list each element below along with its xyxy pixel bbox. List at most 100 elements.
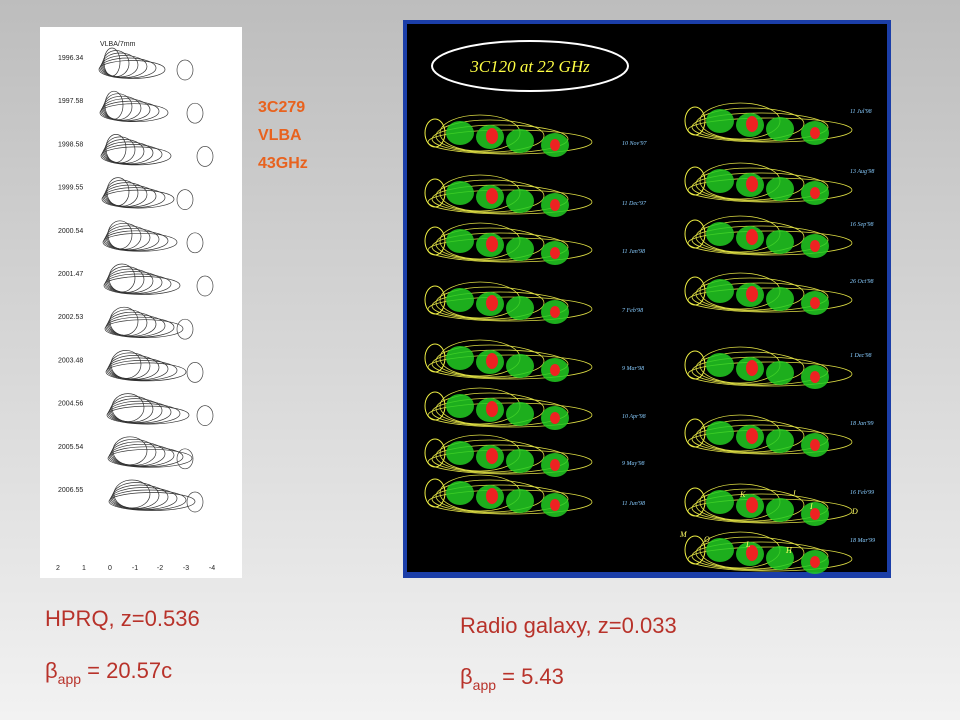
- right-title: 3C120 at 22 GHz: [469, 57, 590, 76]
- epoch-label: 1997.58: [58, 98, 83, 105]
- label-line: 43GHz: [258, 155, 308, 172]
- sub: app: [473, 677, 497, 693]
- peak: [486, 188, 498, 204]
- peak: [810, 127, 820, 139]
- peak: [746, 116, 758, 132]
- contour: [102, 187, 166, 208]
- emission: [506, 189, 534, 213]
- date-label: 9 Mar'98: [622, 366, 644, 372]
- core: [424, 285, 446, 315]
- date-label: 16 Sep'98: [850, 222, 873, 228]
- core: [684, 487, 706, 517]
- contour: [100, 100, 160, 122]
- contour: [435, 227, 545, 261]
- contour: [105, 316, 175, 338]
- peak: [746, 176, 758, 192]
- core: [424, 478, 446, 508]
- contour: [108, 492, 196, 511]
- contour: [435, 119, 545, 153]
- peak: [746, 428, 758, 444]
- emission: [446, 394, 474, 418]
- contour: [111, 438, 157, 466]
- contour: [176, 189, 194, 210]
- contour: [103, 139, 145, 164]
- contour: [431, 444, 569, 474]
- axis-label: 1: [82, 565, 86, 572]
- contour: [695, 536, 805, 570]
- contour: [691, 282, 829, 312]
- core: [424, 391, 446, 421]
- label-line: VLBA: [258, 127, 302, 144]
- emission: [506, 449, 534, 473]
- contour: [176, 448, 194, 470]
- epoch-label: 1996.34: [58, 55, 83, 62]
- emission: [506, 489, 534, 513]
- contour: [101, 144, 163, 165]
- contour: [695, 107, 805, 141]
- contour: [99, 103, 169, 123]
- core: [424, 343, 446, 373]
- contour: [107, 448, 193, 468]
- contour: [109, 489, 187, 511]
- emission: [506, 296, 534, 320]
- peak: [746, 497, 758, 513]
- contour: [427, 402, 593, 428]
- contour: [691, 541, 829, 571]
- contour: [186, 491, 204, 513]
- contour: [695, 277, 805, 311]
- emission: [766, 546, 794, 570]
- peak: [550, 412, 560, 424]
- contour: [186, 102, 204, 124]
- peak: [486, 295, 498, 311]
- beta-value: = 5.43: [496, 664, 564, 689]
- contour: [687, 546, 853, 572]
- emission: [706, 353, 734, 377]
- contour: [687, 361, 853, 387]
- contour: [102, 232, 178, 252]
- contour: [431, 349, 569, 379]
- emission: [706, 109, 734, 133]
- contour: [110, 395, 154, 423]
- emission: [766, 117, 794, 141]
- contour: [435, 479, 545, 513]
- date-label: 11 Dec'97: [622, 201, 647, 207]
- axis-label: 0: [108, 565, 112, 572]
- core: [684, 106, 706, 136]
- emission: [446, 441, 474, 465]
- peak: [486, 401, 498, 417]
- contour: [186, 362, 204, 383]
- date-label: 11 Jun'98: [622, 501, 645, 507]
- epoch-label: 2001.47: [58, 271, 83, 278]
- contour: [100, 146, 172, 166]
- epoch-label: 1998.58: [58, 141, 83, 148]
- contour: [427, 129, 593, 155]
- contour: [427, 189, 593, 215]
- contour: [687, 230, 853, 256]
- contour: [98, 60, 166, 79]
- contour: [427, 489, 593, 515]
- core: [424, 226, 446, 256]
- contour: [104, 319, 184, 339]
- core: [424, 178, 446, 208]
- emission: [506, 129, 534, 153]
- contour: [101, 189, 175, 209]
- axis-labels: 2 1 0 -1 -2 -3 -4: [56, 565, 215, 572]
- emission: [506, 354, 534, 378]
- contour: [691, 172, 829, 202]
- contour: [186, 232, 204, 254]
- peak: [550, 499, 560, 511]
- contour: [431, 232, 569, 262]
- beta: β: [45, 658, 58, 683]
- contour: [106, 405, 190, 425]
- contour: [105, 225, 151, 251]
- contour: [687, 117, 853, 143]
- emission: [706, 279, 734, 303]
- source-label: 3C279 VLBA 43GHz: [258, 99, 308, 172]
- contour: [431, 291, 569, 321]
- peak: [810, 240, 820, 252]
- right-contours: [424, 102, 853, 574]
- date-label: 11 Jan'98: [622, 249, 645, 255]
- peak: [550, 199, 560, 211]
- component-label: O: [704, 535, 710, 544]
- contour: [695, 419, 805, 453]
